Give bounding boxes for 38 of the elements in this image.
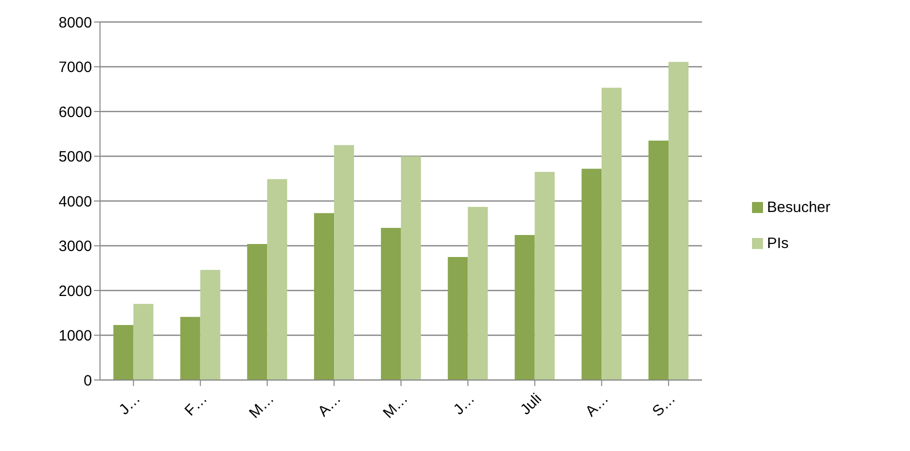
x-tick-label: M…	[246, 390, 278, 422]
bar	[400, 156, 421, 380]
bar	[334, 145, 354, 380]
bar	[133, 304, 154, 380]
bar	[180, 316, 200, 380]
bar	[534, 172, 555, 380]
x-tick-label: A…	[582, 390, 612, 420]
x-tick-label: F…	[182, 390, 211, 420]
x-tick-label: S…	[649, 390, 679, 420]
bar	[468, 206, 488, 380]
x-tick-label: M…	[380, 390, 412, 422]
bar	[200, 270, 220, 380]
y-tick-label: 3000	[58, 238, 92, 256]
bar	[648, 140, 668, 380]
x-tick-label: Juli	[517, 390, 546, 418]
y-tick-label: 1000	[58, 328, 92, 345]
y-tick-label: 0	[84, 372, 92, 390]
y-tick-label: 7000	[58, 59, 92, 76]
legend-label: PIs	[767, 234, 789, 252]
bar	[514, 235, 535, 380]
x-tick-label: J…	[450, 390, 478, 418]
bar	[448, 256, 468, 380]
y-tick-label: 8000	[58, 14, 92, 32]
bar	[602, 88, 622, 380]
bar	[113, 324, 134, 380]
bar	[668, 62, 688, 380]
bar	[582, 168, 602, 380]
bar	[314, 213, 334, 380]
bar	[267, 179, 288, 380]
y-tick-label: 2000	[58, 282, 92, 300]
y-tick-label: 6000	[58, 104, 92, 121]
x-tick-label: J…	[116, 390, 144, 418]
y-tick-label: 4000	[58, 193, 92, 210]
legend-label: Besucher	[767, 198, 830, 216]
x-tick-label: A…	[314, 390, 344, 420]
bar	[247, 244, 268, 380]
bar	[380, 228, 401, 380]
y-tick-label: 5000	[58, 148, 92, 166]
